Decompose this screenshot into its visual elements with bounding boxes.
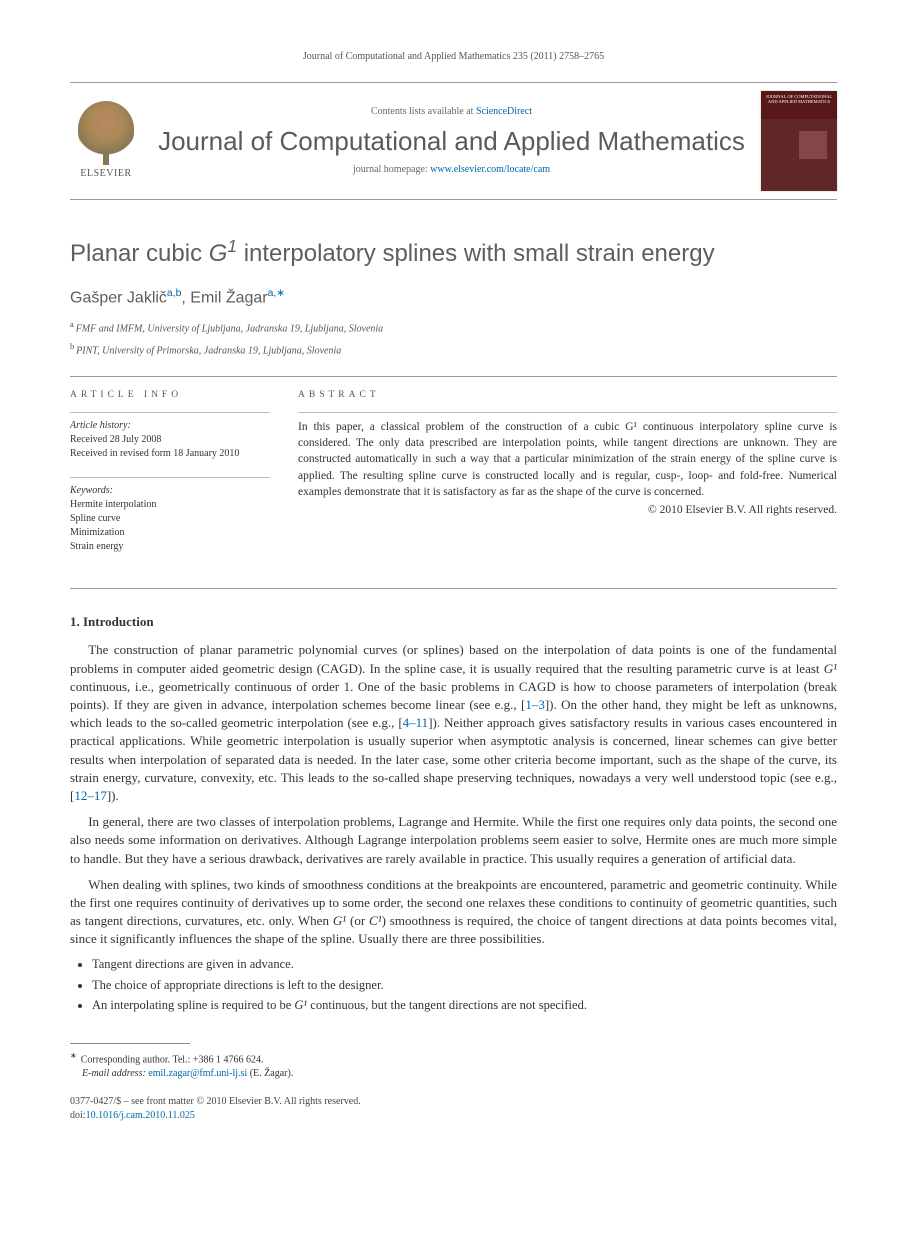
- footer-copyright-line: 0377-0427/$ – see front matter © 2010 El…: [70, 1095, 837, 1109]
- title-post: interpolatory splines with small strain …: [237, 240, 715, 267]
- article-info-heading: ARTICLE INFO: [70, 389, 270, 402]
- masthead-center: Contents lists available at ScienceDirec…: [156, 105, 747, 177]
- corr-text: Corresponding author. Tel.: +386 1 4766 …: [81, 1054, 264, 1065]
- author-list: Gašper Jakliča,b, Emil Žagara,∗: [70, 287, 837, 310]
- aff-b-label: b: [70, 342, 74, 351]
- footer-doi-line: doi:10.1016/j.cam.2010.11.025: [70, 1109, 837, 1123]
- bullet-3: An interpolating spline is required to b…: [92, 997, 837, 1015]
- affiliation-a: aFMF and IMFM, University of Ljubljana, …: [70, 319, 837, 336]
- intro-para-1: The construction of planar parametric po…: [70, 641, 837, 805]
- history-revised: Received in revised form 18 January 2010: [70, 447, 270, 461]
- email-line: E-mail address: emil.zagar@fmf.uni-lj.si…: [70, 1067, 837, 1081]
- bullet-1: Tangent directions are given in advance.: [92, 956, 837, 974]
- author-2-name: Emil Žagar: [190, 289, 267, 306]
- ref-link-12-17[interactable]: 12–17: [74, 788, 107, 803]
- author-2-affmarks[interactable]: a,∗: [268, 288, 285, 299]
- keywords-block: Keywords: Hermite interpolation Spline c…: [70, 484, 270, 554]
- p3-c1: C¹: [369, 913, 382, 928]
- info-abstract-row: ARTICLE INFO Article history: Received 2…: [70, 389, 837, 570]
- contents-prefix: Contents lists available at: [371, 106, 476, 117]
- cover-thumb-title: JOURNAL OF COMPUTATIONAL AND APPLIED MAT…: [765, 95, 833, 105]
- masthead: ELSEVIER Contents lists available at Sci…: [70, 82, 837, 200]
- running-head: Journal of Computational and Applied Mat…: [70, 50, 837, 64]
- bullet-2: The choice of appropriate directions is …: [92, 977, 837, 995]
- abstract-rule: [298, 412, 837, 413]
- keyword-4: Strain energy: [70, 540, 270, 554]
- p1-t5: ]).: [107, 788, 119, 803]
- abstract-column: ABSTRACT In this paper, a classical prob…: [298, 389, 837, 570]
- intro-para-3: When dealing with splines, two kinds of …: [70, 876, 837, 949]
- p3-g1: G¹: [333, 913, 346, 928]
- ref-link-4-11[interactable]: 4–11: [403, 715, 429, 730]
- info-rule-2: [70, 477, 270, 478]
- journal-homepage-link[interactable]: www.elsevier.com/locate/cam: [430, 164, 550, 175]
- abstract-copyright: © 2010 Elsevier B.V. All rights reserved…: [298, 502, 837, 518]
- corresponding-author-note: ∗ Corresponding author. Tel.: +386 1 4766…: [70, 1050, 837, 1067]
- abstract-heading: ABSTRACT: [298, 389, 837, 402]
- b3-post: continuous, but the tangent directions a…: [307, 998, 587, 1012]
- keyword-1: Hermite interpolation: [70, 498, 270, 512]
- b3-g: G¹: [294, 998, 307, 1012]
- history-header: Article history:: [70, 419, 270, 433]
- email-person: (E. Žagar).: [247, 1068, 293, 1079]
- section-1-heading: 1. Introduction: [70, 613, 837, 631]
- intro-para-2: In general, there are two classes of int…: [70, 813, 837, 868]
- journal-homepage-line: journal homepage: www.elsevier.com/locat…: [156, 163, 747, 177]
- title-math-sup: 1: [227, 236, 237, 256]
- article-history-block: Article history: Received 28 July 2008 R…: [70, 419, 270, 461]
- author-1-name: Gašper Jaklič: [70, 289, 167, 306]
- title-pre: Planar cubic: [70, 240, 209, 267]
- keywords-header: Keywords:: [70, 484, 270, 498]
- aff-a-label: a: [70, 320, 74, 329]
- homepage-prefix: journal homepage:: [353, 164, 430, 175]
- article-title: Planar cubic G1 interpolatory splines wi…: [70, 234, 837, 271]
- author-1-affmarks[interactable]: a,b: [167, 288, 181, 299]
- b3-pre: An interpolating spline is required to b…: [92, 998, 294, 1012]
- author-email-link[interactable]: emil.zagar@fmf.uni-lj.si: [148, 1068, 247, 1079]
- p1-g1: G¹: [824, 661, 837, 676]
- possibility-list: Tangent directions are given in advance.…: [92, 956, 837, 1015]
- p1-t1: The construction of planar parametric po…: [70, 642, 837, 675]
- keyword-3: Minimization: [70, 526, 270, 540]
- journal-name: Journal of Computational and Applied Mat…: [156, 127, 747, 157]
- elsevier-tree-icon: [78, 101, 134, 157]
- title-math-g: G: [209, 240, 228, 267]
- affiliation-b: bPINT, University of Primorska, Jadransk…: [70, 341, 837, 358]
- aff-a-text: FMF and IMFM, University of Ljubljana, J…: [76, 324, 383, 335]
- footnotes-block: ∗ Corresponding author. Tel.: +386 1 4766…: [70, 1050, 837, 1081]
- footer-block: 0377-0427/$ – see front matter © 2010 El…: [70, 1095, 837, 1123]
- history-received: Received 28 July 2008: [70, 433, 270, 447]
- section-rule-top: [70, 376, 837, 377]
- doi-link[interactable]: 10.1016/j.cam.2010.11.025: [86, 1110, 195, 1121]
- doi-label: doi:: [70, 1110, 86, 1121]
- footnote-rule: [70, 1043, 190, 1044]
- sciencedirect-link[interactable]: ScienceDirect: [476, 106, 532, 117]
- info-rule-1: [70, 412, 270, 413]
- elsevier-wordmark: ELSEVIER: [80, 167, 131, 181]
- contents-available-line: Contents lists available at ScienceDirec…: [156, 105, 747, 119]
- section-rule-bottom: [70, 588, 837, 589]
- journal-cover-thumbnail: JOURNAL OF COMPUTATIONAL AND APPLIED MAT…: [761, 91, 837, 191]
- cover-thumb-graphic: [799, 131, 827, 159]
- p3-t2: (or: [346, 913, 369, 928]
- keyword-2: Spline curve: [70, 512, 270, 526]
- email-label: E-mail address:: [82, 1068, 146, 1079]
- abstract-text: In this paper, a classical problem of th…: [298, 419, 837, 499]
- ref-link-1-3[interactable]: 1–3: [525, 697, 545, 712]
- aff-b-text: PINT, University of Primorska, Jadranska…: [76, 345, 341, 356]
- elsevier-logo: ELSEVIER: [70, 98, 142, 184]
- article-info-column: ARTICLE INFO Article history: Received 2…: [70, 389, 270, 570]
- corr-star-icon: ∗: [70, 1051, 77, 1060]
